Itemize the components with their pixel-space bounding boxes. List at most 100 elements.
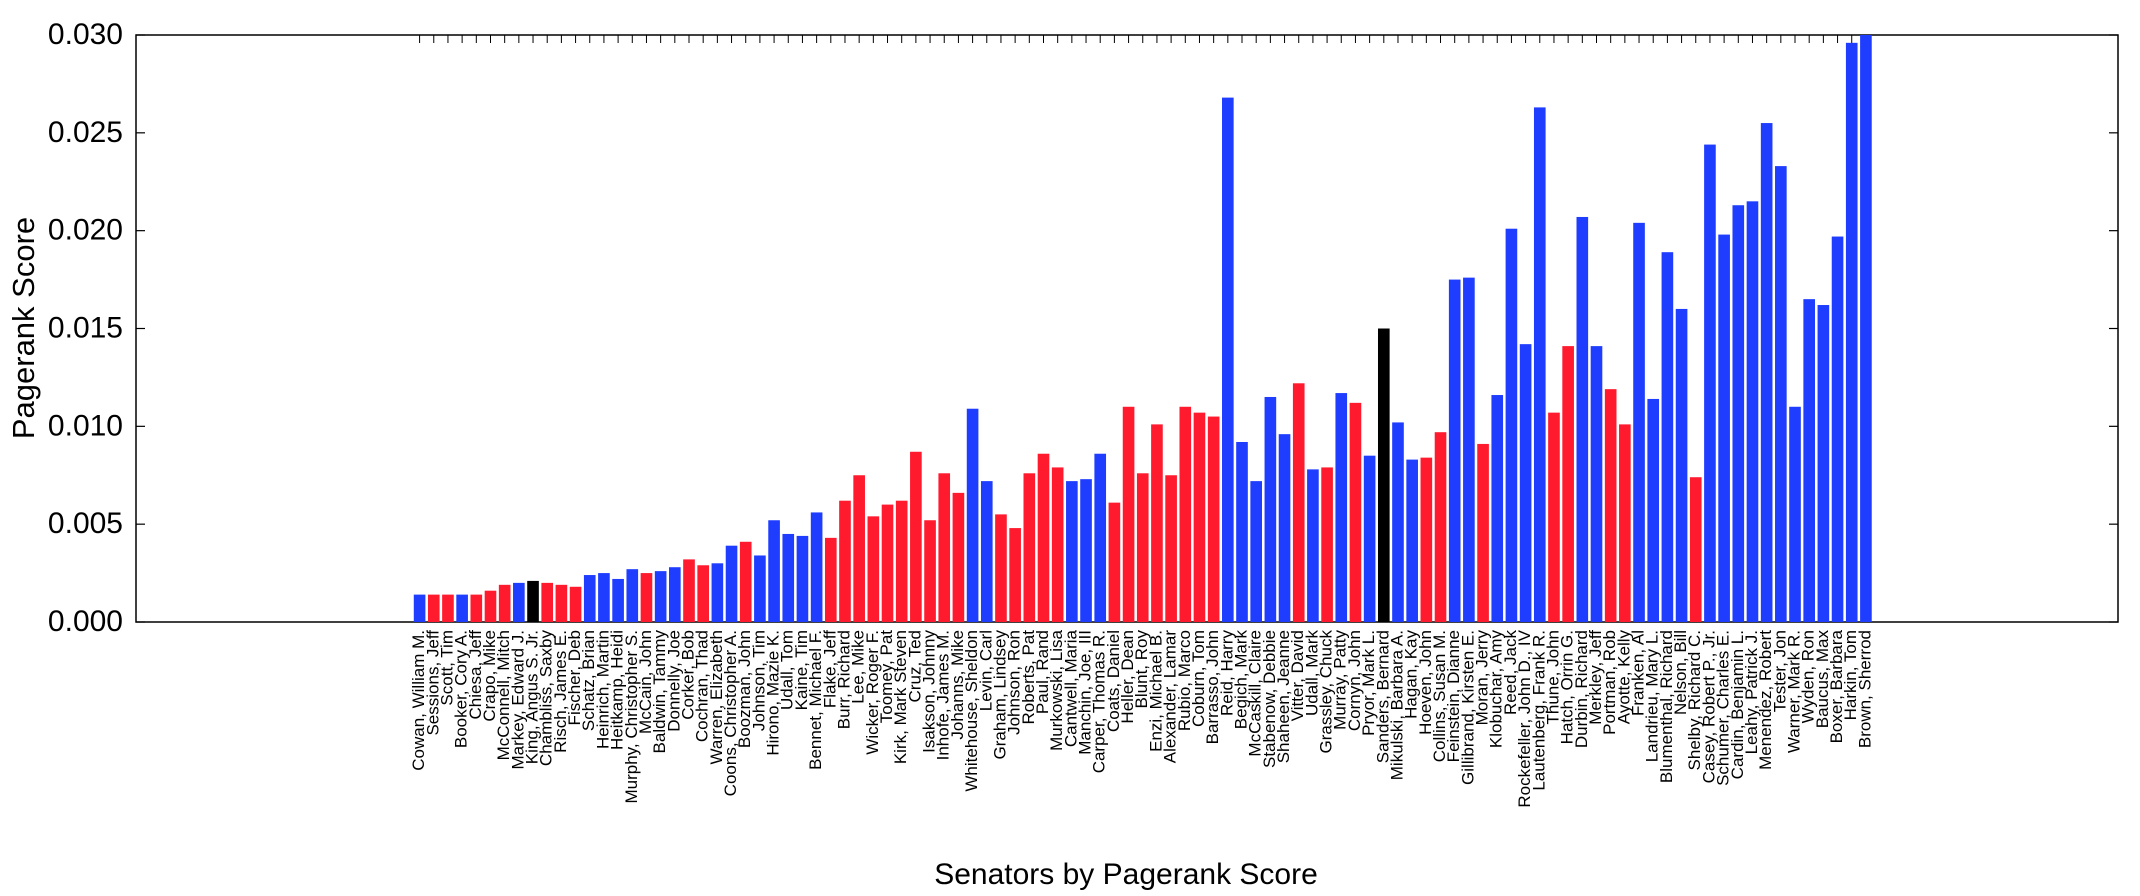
x-tick-label: Lautenberg, Frank R.: [1529, 630, 1548, 791]
bar: [1675, 308, 1688, 622]
x-tick-label: Grassley, Chuck: [1317, 630, 1336, 754]
bar: [1590, 346, 1603, 622]
bar: [952, 492, 965, 622]
bar: [711, 563, 724, 622]
x-tick-label: Risch, James E.: [551, 630, 570, 753]
y-tick-label: 0.015: [48, 311, 123, 344]
bar: [1746, 201, 1759, 622]
x-tick-label: Coons, Christopher A.: [721, 630, 740, 796]
bar: [1633, 222, 1645, 622]
x-tick-label: Udall, Mark: [1302, 630, 1321, 716]
bar: [669, 567, 681, 622]
x-tick-label: Sanders, Bernard: [1373, 630, 1392, 763]
x-tick-label: Shaheen, Jeanne: [1274, 630, 1293, 763]
bar: [867, 516, 880, 622]
x-tick-label: Enzi, Michael B.: [1146, 630, 1165, 752]
bar: [1023, 473, 1036, 622]
bar: [513, 582, 525, 622]
x-tick-label: Lee, Mike: [849, 630, 868, 704]
bar: [697, 565, 709, 622]
bar: [739, 541, 752, 622]
bar: [1406, 459, 1418, 622]
bar: [1108, 502, 1121, 622]
x-tick-label: Barrasso, John: [1203, 630, 1222, 744]
x-tick-label: Cruz, Ted: [905, 630, 924, 702]
x-tick-label: Wyden, Ron: [1799, 630, 1818, 723]
bar: [995, 514, 1007, 622]
x-tick-label: Heinrich, Martin: [593, 630, 612, 749]
bar: [1363, 455, 1376, 622]
bar: [1661, 252, 1674, 622]
y-tick-label: 0.000: [48, 605, 123, 638]
bar: [1094, 453, 1107, 622]
x-tick-label: Blumenthal, Richard: [1657, 630, 1676, 783]
x-tick-label: Cochran, Thad: [693, 630, 712, 742]
bar: [1250, 481, 1262, 622]
bar: [1789, 406, 1801, 622]
x-tick-label: Johanns, Mike: [948, 630, 967, 740]
x-tick-label: Whitehouse, Sheldon: [962, 630, 981, 792]
x-tick-label: Levin, Carl: [976, 630, 995, 711]
bar: [1831, 236, 1844, 623]
bar: [1519, 344, 1532, 622]
bar: [583, 575, 596, 622]
x-tick-label: Coburn, Tom: [1189, 630, 1208, 727]
x-tick-label: Chambliss, Saxby: [537, 630, 556, 767]
bar: [1548, 412, 1560, 622]
top-axis-ticks: [419, 35, 1867, 43]
x-tick-label: Leahy, Patrick J.: [1742, 630, 1761, 754]
bar: [640, 573, 653, 622]
x-tick-label: Toomey, Pat: [877, 630, 896, 724]
y-tick-label: 0.025: [48, 116, 123, 149]
bar: [1434, 432, 1447, 622]
bar: [1335, 393, 1348, 622]
x-axis-label: Senators by Pagerank Score: [934, 858, 1318, 891]
x-tick-label: Boozman, John: [735, 630, 754, 748]
x-tick-label: Pryor, Mark L.: [1359, 630, 1378, 736]
bar: [427, 594, 440, 622]
bar: [456, 594, 468, 622]
x-tick-label: Johnson, Ron: [1005, 630, 1024, 735]
x-tick-label: Reid, Harry: [1217, 630, 1236, 716]
bar: [1775, 166, 1787, 622]
x-tick-label: Carper, Thomas R.: [1090, 630, 1109, 773]
bar: [1845, 42, 1858, 622]
x-tick-label: Markey, Edward J.: [508, 630, 527, 770]
x-tick-label: Warner, Mark R.: [1784, 630, 1803, 753]
x-tick-label: Heller, Dean: [1118, 630, 1137, 724]
x-tick-label: Paul, Rand: [1033, 630, 1052, 714]
bar: [1505, 228, 1518, 622]
bar: [853, 475, 865, 622]
x-tick-label: Heitkamp, Heidi: [608, 630, 627, 750]
x-tick-label: Roberts, Pat: [1019, 630, 1038, 725]
x-tick-label: Portman, Rob: [1600, 630, 1619, 735]
x-tick-label: Donnelly, Joe: [664, 630, 683, 732]
bar: [966, 408, 979, 622]
y-tick-label: 0.020: [48, 214, 123, 247]
bar: [1392, 422, 1404, 622]
x-tick-label: Hoeven, John: [1416, 630, 1435, 735]
bar: [413, 594, 426, 622]
bar: [1066, 481, 1078, 622]
x-tick-label: McCain, John: [636, 630, 655, 734]
x-tick-label: Brown, Sherrod: [1855, 630, 1874, 748]
bar: [1122, 406, 1135, 622]
bar: [768, 520, 780, 622]
bar: [938, 473, 951, 622]
x-tick-label: Kaine, Tim: [792, 630, 811, 710]
x-tick-label: Inhofe, James M.: [934, 630, 953, 760]
x-tick-label: Fischer, Deb: [565, 630, 584, 725]
x-tick-label: Murkowski, Lisa: [1047, 629, 1066, 750]
x-tick-label: Moran, Jerry: [1473, 630, 1492, 726]
bar: [1562, 346, 1574, 622]
x-tick-label: Burr, Richard: [834, 630, 853, 729]
x-tick-label: Johnson, Tim: [749, 630, 768, 731]
bar: [1491, 395, 1504, 622]
x-tick-label: Wicker, Roger F.: [863, 630, 882, 755]
bar: [484, 590, 497, 622]
bar: [683, 559, 695, 622]
x-tick-label: Corker, Bob: [678, 630, 697, 720]
bar: [498, 584, 511, 622]
bar: [1689, 477, 1702, 622]
